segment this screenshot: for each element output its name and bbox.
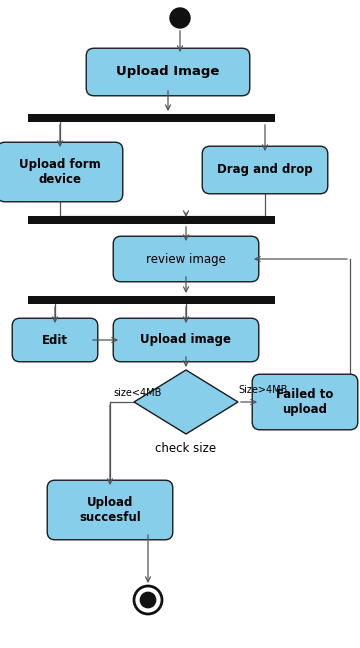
- Circle shape: [134, 586, 162, 614]
- FancyBboxPatch shape: [47, 480, 173, 540]
- Circle shape: [170, 8, 190, 28]
- Text: Upload Image: Upload Image: [116, 65, 220, 78]
- FancyBboxPatch shape: [252, 375, 358, 430]
- Text: Failed to
upload: Failed to upload: [276, 388, 334, 416]
- FancyBboxPatch shape: [113, 318, 259, 362]
- Text: Upload
succesful: Upload succesful: [79, 496, 141, 524]
- FancyBboxPatch shape: [202, 146, 328, 194]
- FancyBboxPatch shape: [86, 48, 250, 96]
- Text: Upload form
device: Upload form device: [19, 158, 101, 186]
- Text: size<4MB: size<4MB: [114, 388, 162, 398]
- Bar: [28, 114, 275, 122]
- FancyBboxPatch shape: [12, 318, 98, 362]
- FancyBboxPatch shape: [0, 142, 123, 202]
- Text: Drag and drop: Drag and drop: [217, 163, 313, 176]
- Text: review image: review image: [146, 253, 226, 266]
- Circle shape: [140, 592, 156, 608]
- Bar: [28, 296, 275, 304]
- Text: check size: check size: [156, 442, 217, 455]
- Polygon shape: [134, 370, 238, 434]
- Bar: [28, 216, 275, 224]
- Text: Edit: Edit: [42, 334, 68, 347]
- Text: Upload image: Upload image: [140, 334, 231, 347]
- FancyBboxPatch shape: [113, 237, 259, 282]
- Text: Size>4MB: Size>4MB: [238, 385, 287, 395]
